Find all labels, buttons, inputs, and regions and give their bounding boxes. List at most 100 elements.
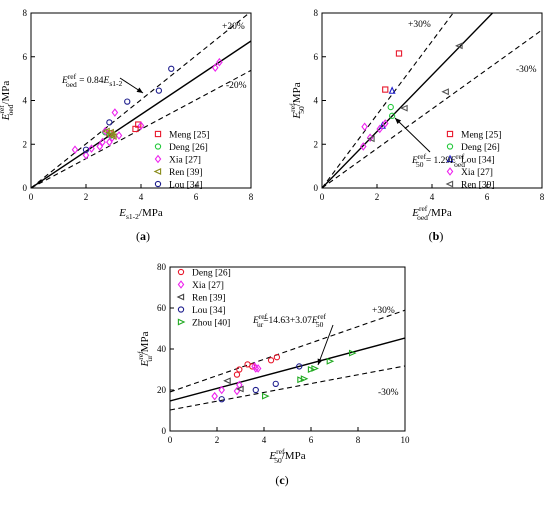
- legend-label: Xia [27]: [192, 281, 224, 291]
- data-point: [267, 357, 275, 364]
- chart-panel-3: 0 2 4 6 8 10 0 20 40 60 80 +30% -30% Deng [26] Xia [27…: [136, 262, 410, 487]
- y-tick-label: 40: [157, 344, 167, 354]
- panel-label: (a): [136, 229, 150, 243]
- legend-marker: [177, 318, 186, 326]
- y-tick-label: 6: [23, 52, 28, 62]
- data-point: [233, 371, 241, 378]
- x-axis-label: Eref 50/MPa: [268, 447, 305, 465]
- plot-frame: [169, 266, 406, 432]
- bound-label: -30%: [378, 388, 399, 398]
- data-point: [395, 50, 403, 57]
- data-point: [211, 63, 219, 72]
- data-point: [155, 87, 163, 94]
- x-tick-label: 6: [485, 192, 490, 202]
- bound-line: [322, 13, 454, 188]
- legend-label: Deng [26]: [169, 143, 208, 153]
- chart-panel-2: 0 2 4 6 8 0 2 4 6 8 +30% -30% Meng [25] Deng [26] Lou …: [288, 8, 545, 243]
- legend-label: Ren [39]: [169, 168, 203, 178]
- legend: Deng [26] Xia [27] Ren [39] Lou [34] Zhou [4…: [176, 268, 231, 328]
- legend-marker: [177, 280, 185, 289]
- data-point: [367, 135, 375, 143]
- data-point: [223, 377, 231, 385]
- y-tick-label: 6: [314, 52, 319, 62]
- legend-label: Ren [39]: [192, 293, 226, 303]
- data-point: [99, 137, 106, 147]
- data-point: [168, 65, 175, 72]
- data-points: [359, 42, 463, 151]
- data-point: [273, 354, 281, 361]
- bound-label: +20%: [222, 22, 245, 32]
- data-point: [254, 364, 262, 373]
- legend-label: Deng [26]: [192, 268, 231, 278]
- x-tick-label: 0: [168, 435, 173, 445]
- equation-label: Eref 50 = 1.29Eref oed: [411, 152, 465, 169]
- data-point: [455, 42, 463, 50]
- data-point: [111, 108, 119, 117]
- x-tick-label: 2: [84, 192, 89, 202]
- y-axis-label: Erefur/MPa: [136, 331, 154, 367]
- chart-panel-1: 0 2 4 6 8 0 2 4 6 8 +20% -20% Meng [25] Deng [26] Xia …: [0, 8, 254, 243]
- legend-marker: [446, 130, 454, 138]
- data-point: [387, 103, 394, 111]
- y-tick-label: 80: [157, 262, 167, 272]
- legend: Meng [25] Deng [26] Lou [34] Xia [27] Ren [3…: [445, 130, 501, 190]
- legend-marker: [154, 130, 162, 138]
- data-point: [82, 150, 90, 160]
- x-tick-label: 2: [215, 435, 220, 445]
- bound-label: -20%: [226, 81, 247, 91]
- legend-marker: [153, 168, 162, 175]
- x-tick-label: 8: [540, 192, 545, 202]
- data-point: [366, 133, 374, 142]
- data-points: [71, 57, 223, 160]
- data-point: [311, 365, 319, 372]
- equation-label: Eref oed = 0.84Es1-2: [61, 72, 122, 89]
- data-point: [211, 391, 218, 401]
- legend-marker: [446, 167, 454, 176]
- legend-marker: [177, 268, 185, 276]
- data-point: [388, 112, 396, 119]
- y-tick-label: 8: [314, 8, 319, 18]
- data-point: [382, 86, 389, 93]
- x-tick-label: 4: [430, 192, 435, 202]
- bound-line: [322, 29, 542, 188]
- legend-label: Lou [34]: [169, 180, 203, 190]
- bound-line: [31, 69, 251, 188]
- data-point: [218, 396, 225, 403]
- legend-marker: [446, 154, 454, 163]
- y-tick-label: 8: [23, 8, 28, 18]
- y-axis-label: Erefoed/MPa: [0, 81, 15, 122]
- legend-label: Xia [27]: [169, 155, 201, 165]
- y-tick-label: 0: [23, 183, 28, 193]
- x-tick-label: 0: [320, 192, 325, 202]
- data-point: [381, 119, 389, 128]
- data-point: [106, 137, 113, 147]
- panel-label: (c): [275, 473, 288, 487]
- x-tick-label: 6: [309, 435, 314, 445]
- data-point: [441, 88, 449, 96]
- bound-line: [170, 309, 405, 393]
- x-tick-label: 0: [29, 192, 34, 202]
- x-axis-label: Eref oed/MPa: [411, 204, 452, 222]
- y-tick-label: 20: [157, 385, 167, 395]
- panel-label: (b): [429, 229, 444, 243]
- x-tick-label: 6: [194, 192, 199, 202]
- legend: Meng [25] Deng [26] Xia [27] Ren [39] Lou [3…: [153, 130, 209, 190]
- data-point: [326, 357, 335, 365]
- data-point: [348, 349, 357, 357]
- bound-line: [170, 365, 405, 411]
- data-point: [71, 145, 79, 155]
- legend-marker: [177, 306, 185, 313]
- data-point: [82, 146, 90, 153]
- y-tick-label: 2: [314, 139, 319, 149]
- data-point: [236, 385, 244, 393]
- data-point: [300, 375, 309, 383]
- data-point: [400, 104, 408, 112]
- arrow-head: [136, 87, 143, 93]
- y-tick-label: 0: [162, 426, 167, 436]
- data-point: [262, 392, 270, 400]
- y-tick-label: 2: [23, 139, 28, 149]
- data-point: [109, 133, 117, 141]
- data-points: [211, 349, 357, 403]
- fit-lines: [31, 13, 251, 188]
